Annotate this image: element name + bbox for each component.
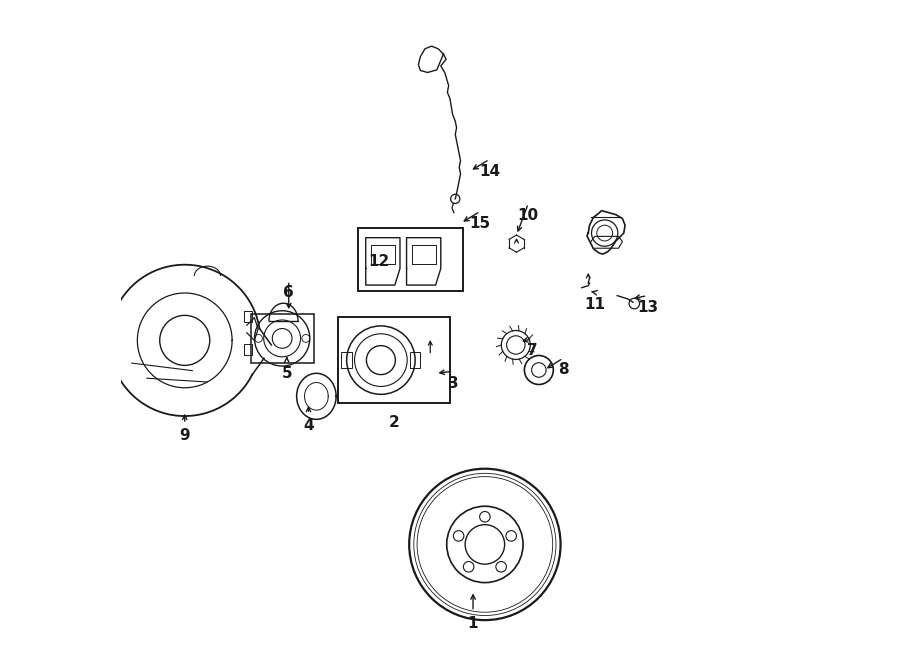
Bar <box>250 314 314 364</box>
Text: 13: 13 <box>637 300 658 315</box>
Text: 8: 8 <box>558 362 569 377</box>
Text: 15: 15 <box>470 215 490 231</box>
Text: 12: 12 <box>368 254 390 269</box>
Text: 14: 14 <box>479 164 500 178</box>
Bar <box>244 344 252 355</box>
Bar <box>341 352 352 368</box>
Bar <box>410 352 420 368</box>
Text: 4: 4 <box>303 418 314 434</box>
Text: 7: 7 <box>527 343 537 358</box>
Text: 2: 2 <box>389 415 400 430</box>
Text: 10: 10 <box>518 208 539 223</box>
Bar <box>358 229 464 291</box>
Text: 6: 6 <box>284 285 294 300</box>
Text: 11: 11 <box>584 297 606 312</box>
Text: 9: 9 <box>179 428 190 444</box>
Text: 3: 3 <box>448 375 459 391</box>
Text: 5: 5 <box>282 366 292 381</box>
Text: 1: 1 <box>468 616 478 631</box>
Bar <box>244 311 252 322</box>
Bar <box>338 317 450 403</box>
